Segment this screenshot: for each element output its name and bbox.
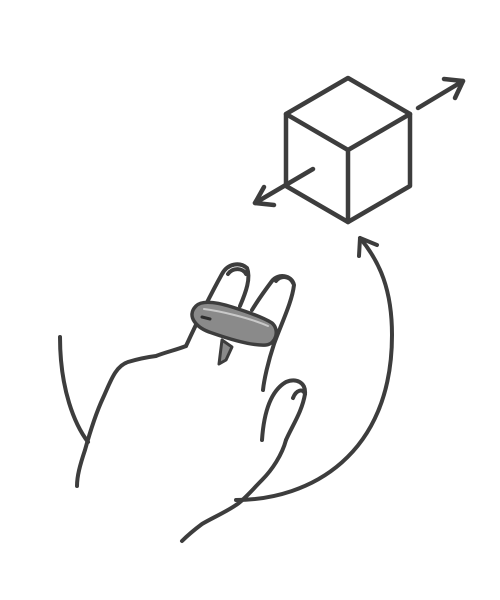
cube-icon [283, 75, 413, 225]
move-arrows-icon [252, 76, 466, 208]
rotation-arc-arrow-icon [58, 236, 394, 502]
finger-ring-controller-icon [190, 300, 278, 366]
hand-icon [75, 262, 308, 543]
